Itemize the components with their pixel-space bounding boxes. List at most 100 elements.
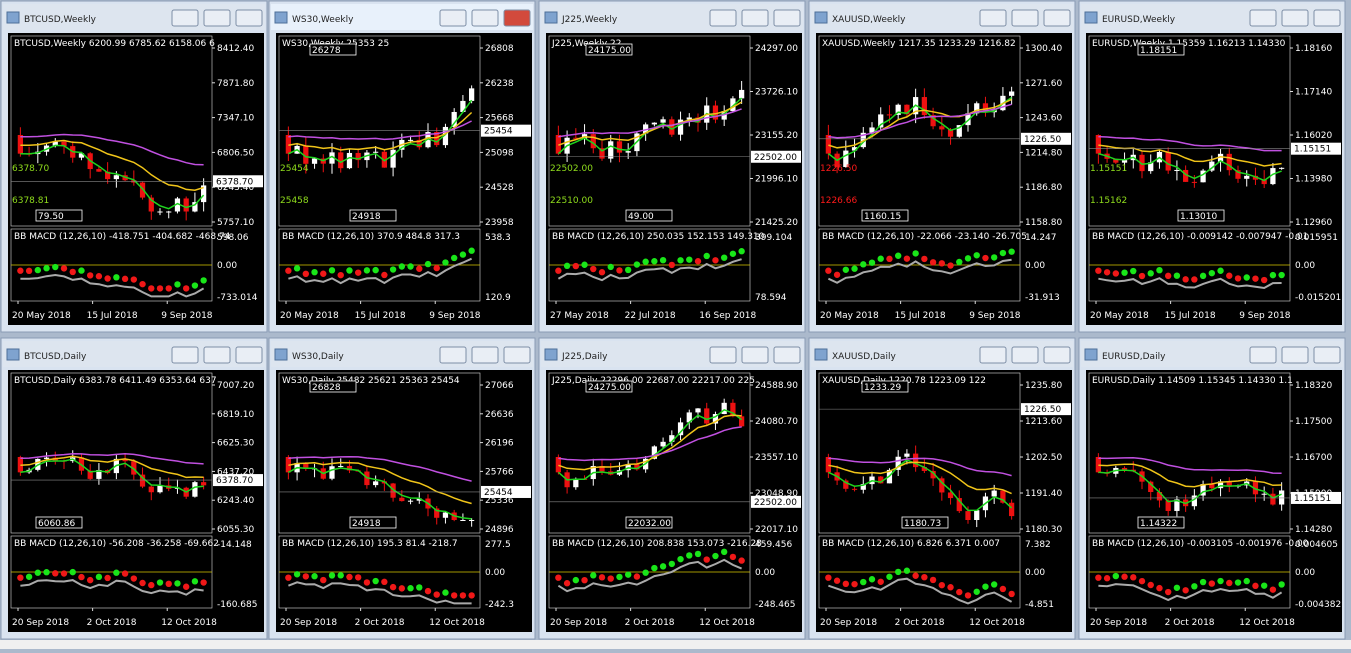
candle-body bbox=[965, 511, 971, 520]
price-box bbox=[625, 209, 673, 222]
candle-body bbox=[886, 114, 893, 116]
minimize-button[interactable] bbox=[709, 346, 737, 364]
macd-dot bbox=[598, 269, 606, 276]
ma-mid bbox=[828, 98, 1012, 149]
macd-dot bbox=[1199, 578, 1207, 586]
macd-dot bbox=[1260, 582, 1268, 589]
macd-dot bbox=[903, 255, 911, 262]
candle-body bbox=[590, 134, 596, 149]
close-button[interactable] bbox=[503, 346, 531, 364]
close-button[interactable] bbox=[1313, 9, 1341, 27]
minimize-button[interactable] bbox=[709, 9, 737, 27]
chart-window[interactable]: J225,Daily J225,Daily 22296.00 22687.00 2… bbox=[538, 337, 806, 640]
price-box-label: 24175.00 bbox=[588, 46, 631, 56]
candle-body bbox=[1000, 490, 1006, 503]
macd-dot bbox=[1121, 573, 1128, 580]
macd-band bbox=[827, 258, 1012, 284]
chart-window[interactable]: WS30,Daily WS30,Daily 25482 25621 25363 2… bbox=[268, 337, 536, 640]
date-label: 12 Oct 2018 bbox=[161, 618, 217, 628]
maximize-button[interactable] bbox=[203, 9, 231, 27]
window-title: EURUSD,Daily bbox=[1102, 352, 1166, 362]
candle-body bbox=[174, 487, 181, 489]
macd-dot bbox=[1269, 271, 1277, 279]
candle-body bbox=[1200, 170, 1206, 183]
maximize-button[interactable] bbox=[471, 346, 499, 364]
minimize-button[interactable] bbox=[439, 346, 467, 364]
close-button[interactable] bbox=[1043, 9, 1071, 27]
candle-body bbox=[1191, 495, 1197, 507]
price-box-label: 1.18151 bbox=[1140, 46, 1177, 56]
macd-dot bbox=[668, 261, 676, 269]
price-box-label: 24918 bbox=[352, 519, 381, 529]
macd-dot bbox=[956, 588, 963, 596]
close-button[interactable] bbox=[235, 9, 263, 27]
macd-dot bbox=[868, 576, 876, 583]
close-button[interactable] bbox=[235, 346, 263, 364]
candle-body bbox=[956, 498, 962, 512]
minimize-button[interactable] bbox=[1249, 346, 1277, 364]
candle-body bbox=[399, 497, 405, 502]
macd-dot bbox=[1199, 272, 1207, 280]
candle-body bbox=[1139, 154, 1145, 172]
close-button[interactable] bbox=[773, 346, 801, 364]
macd-dot bbox=[174, 281, 181, 288]
maximize-button[interactable] bbox=[741, 9, 769, 27]
candle-body bbox=[442, 512, 449, 518]
close-button[interactable] bbox=[1043, 346, 1071, 364]
macd-dot bbox=[999, 249, 1007, 257]
minimize-button[interactable] bbox=[979, 346, 1007, 364]
minimize-button[interactable] bbox=[171, 9, 199, 27]
close-button[interactable] bbox=[503, 9, 531, 27]
maximize-button[interactable] bbox=[1011, 346, 1039, 364]
macd-dot bbox=[590, 572, 597, 579]
macd-dot bbox=[877, 255, 884, 262]
ma-slow bbox=[288, 120, 472, 141]
candle-body bbox=[974, 510, 980, 520]
candle-body bbox=[373, 481, 379, 486]
macd-dot bbox=[148, 581, 155, 589]
macd-dot bbox=[616, 573, 623, 581]
date-label: 12 Oct 2018 bbox=[429, 618, 485, 628]
macd-dot bbox=[191, 578, 199, 585]
macd-dot bbox=[17, 267, 24, 274]
candle-body bbox=[608, 141, 614, 159]
macd-band bbox=[20, 579, 204, 596]
minimize-button[interactable] bbox=[439, 9, 467, 27]
last-price: 1.15151 bbox=[1294, 145, 1331, 155]
maximize-button[interactable] bbox=[1281, 346, 1309, 364]
candle-body bbox=[878, 114, 884, 128]
maximize-button[interactable] bbox=[741, 346, 769, 364]
maximize-button[interactable] bbox=[1011, 9, 1039, 27]
macd-dot bbox=[43, 569, 50, 576]
macd-label: 0.00 bbox=[1295, 261, 1315, 271]
macd-dot bbox=[285, 574, 292, 581]
close-button[interactable] bbox=[773, 9, 801, 27]
price-label: 1.16020 bbox=[1295, 131, 1332, 141]
close-button[interactable] bbox=[1313, 346, 1341, 364]
chart-window[interactable]: EURUSD,Daily EURUSD,Daily 1.14509 1.15345… bbox=[1078, 337, 1346, 640]
chart-window[interactable]: EURUSD,Weekly EURUSD,Weekly 1.15359 1.162… bbox=[1078, 0, 1346, 333]
minimize-button[interactable] bbox=[171, 346, 199, 364]
macd-dot bbox=[433, 264, 440, 272]
minimize-button[interactable] bbox=[1249, 9, 1277, 27]
macd-label: 14.247 bbox=[1025, 233, 1057, 243]
maximize-button[interactable] bbox=[1281, 9, 1309, 27]
window-title: BTCUSD,Weekly bbox=[24, 15, 97, 25]
price-box bbox=[1177, 209, 1225, 222]
candle-body bbox=[974, 103, 980, 114]
price-box bbox=[309, 380, 357, 393]
macd-dot bbox=[60, 265, 68, 272]
price-label: 6625.30 bbox=[217, 439, 254, 449]
candle-body bbox=[87, 470, 93, 479]
chart-window[interactable]: BTCUSD,Daily BTCUSD,Daily 6383.78 6411.49… bbox=[0, 337, 268, 640]
macd-dot bbox=[302, 573, 310, 580]
maximize-button[interactable] bbox=[471, 9, 499, 27]
chart-window[interactable]: BTCUSD,Weekly BTCUSD,Weekly 6200.99 6785.… bbox=[0, 0, 268, 333]
chart-window[interactable]: XAUUSD,Weekly XAUUSD,Weekly 1217.35 1233.… bbox=[808, 0, 1076, 333]
candle-body bbox=[895, 104, 901, 115]
minimize-button[interactable] bbox=[979, 9, 1007, 27]
maximize-button[interactable] bbox=[203, 346, 231, 364]
chart-window[interactable]: WS30,WeeklyWS30,Weekly 25353 25268082623… bbox=[268, 0, 536, 333]
